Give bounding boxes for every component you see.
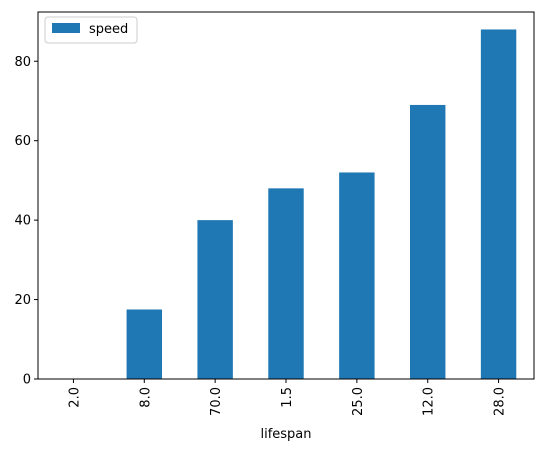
x-tick-label: 2.0 (67, 387, 82, 408)
y-tick-label: 40 (14, 214, 31, 229)
bar-25.0 (339, 172, 375, 379)
x-axis-ticks: 2.0 8.0 70.0 1.5 25.0 12.0 28.0 (67, 379, 508, 416)
x-tick-label: 8.0 (138, 387, 153, 408)
bar-70.0 (197, 220, 233, 379)
bars-group (55, 29, 517, 379)
bar-8.0 (126, 309, 162, 379)
x-tick-label: 12.0 (422, 387, 437, 416)
x-tick-label: 25.0 (351, 387, 366, 416)
legend: speed (44, 16, 138, 44)
bar-28.0 (480, 29, 517, 379)
y-axis-ticks: 0 20 40 60 80 (14, 55, 38, 388)
bar-12.0 (410, 104, 446, 379)
y-tick-label: 60 (14, 134, 31, 149)
y-tick-label: 80 (14, 55, 31, 70)
x-axis-label: lifespan (260, 427, 311, 442)
legend-swatch-speed (52, 23, 80, 33)
y-tick-label: 0 (23, 373, 31, 388)
y-tick-label: 20 (14, 293, 31, 308)
bar-1.5 (268, 188, 304, 379)
x-tick-label: 70.0 (209, 387, 224, 416)
x-tick-label: 28.0 (493, 387, 508, 416)
legend-label-speed: speed (89, 22, 128, 37)
x-tick-label: 1.5 (280, 387, 295, 408)
